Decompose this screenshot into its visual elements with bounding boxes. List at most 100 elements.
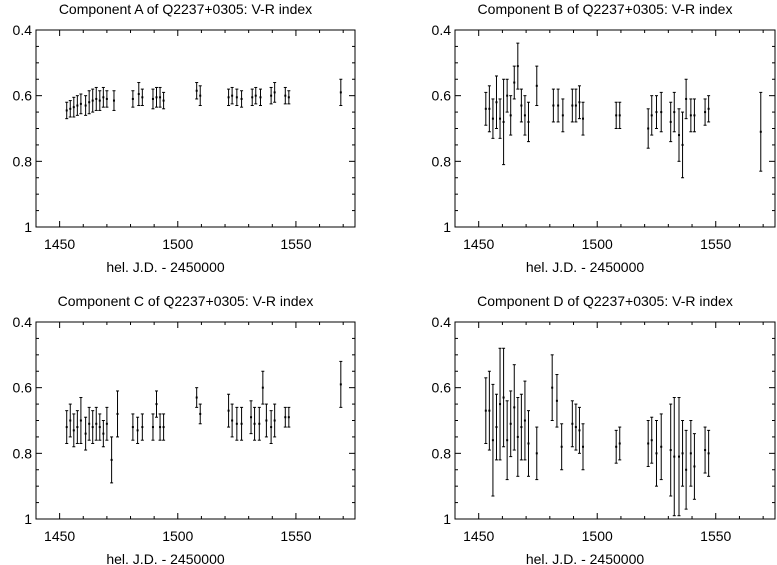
point-marker — [65, 426, 68, 429]
data-point — [672, 397, 676, 517]
point-marker — [250, 416, 253, 419]
point-marker — [759, 130, 762, 133]
point-marker — [91, 99, 94, 102]
point-marker — [231, 94, 234, 97]
x-axis-label: hel. J.D. - 2450000 — [526, 551, 645, 565]
data-point — [535, 426, 539, 481]
point-marker — [560, 445, 563, 448]
point-marker — [79, 102, 82, 105]
data-point — [105, 90, 109, 108]
point-marker — [102, 96, 105, 99]
data-point — [84, 95, 88, 116]
data-point — [689, 98, 693, 133]
point-marker — [258, 422, 261, 425]
data-point — [570, 400, 574, 448]
point-marker — [551, 386, 554, 389]
point-marker — [227, 96, 230, 99]
chart-panel: Component B of Q2237+0305: V-R index hel.… — [432, 1, 776, 275]
y-tick-label: 0.8 — [432, 153, 452, 169]
chart-panel: Component D of Q2237+0305: V-R index hel.… — [432, 293, 776, 565]
point-marker — [69, 107, 72, 110]
data-point — [759, 91, 763, 172]
data-point — [65, 410, 69, 444]
data-point — [556, 88, 560, 123]
data-point — [487, 85, 491, 133]
point-marker — [523, 419, 526, 422]
point-marker — [339, 91, 342, 94]
data-point — [116, 390, 120, 438]
data-point — [535, 65, 539, 107]
data-point — [654, 95, 658, 129]
point-marker — [704, 111, 707, 114]
point-marker — [516, 65, 519, 68]
point-marker — [650, 439, 653, 442]
point-marker — [495, 101, 498, 104]
data-point — [158, 413, 162, 441]
data-point — [273, 403, 277, 438]
data-point — [235, 406, 239, 441]
data-point — [87, 406, 91, 441]
data-point — [494, 75, 498, 129]
y-tick-label: 0.6 — [432, 380, 452, 396]
point-marker — [72, 429, 75, 432]
data-point — [681, 420, 685, 487]
point-marker — [254, 94, 257, 97]
data-point — [650, 95, 654, 136]
point-marker — [284, 94, 287, 97]
point-marker — [673, 455, 676, 458]
data-point — [162, 91, 166, 110]
point-marker — [155, 403, 158, 406]
data-point — [94, 86, 98, 111]
point-marker — [131, 426, 134, 429]
data-point — [491, 383, 495, 497]
point-marker — [79, 419, 82, 422]
data-point — [257, 406, 261, 441]
point-marker — [655, 111, 658, 114]
data-point — [581, 101, 585, 136]
point-marker — [520, 104, 523, 107]
point-marker — [270, 426, 273, 429]
point-marker — [235, 422, 238, 425]
point-marker — [689, 452, 692, 455]
data-point — [560, 423, 564, 471]
point-marker — [495, 426, 498, 429]
x-axis-label: hel. J.D. - 2450000 — [526, 259, 645, 275]
data-point — [614, 429, 618, 464]
data-point — [287, 90, 291, 105]
data-point — [689, 420, 693, 487]
point-marker — [574, 104, 577, 107]
point-marker — [253, 422, 256, 425]
y-tick-label: 0.4 — [432, 314, 452, 330]
point-marker — [284, 416, 287, 419]
point-marker — [561, 114, 564, 117]
data-point — [618, 426, 622, 461]
y-tick-label: 1 — [24, 511, 32, 527]
point-marker — [162, 426, 165, 429]
data-point — [550, 354, 554, 421]
data-point — [131, 413, 135, 441]
data-point — [79, 397, 83, 444]
x-tick-label: 1500 — [162, 236, 193, 252]
data-point — [512, 364, 516, 451]
point-marker — [131, 97, 134, 100]
point-marker — [571, 104, 574, 107]
data-point — [72, 96, 76, 118]
point-marker — [488, 107, 491, 110]
point-marker — [231, 419, 234, 422]
point-marker — [287, 416, 290, 419]
data-point — [75, 95, 79, 116]
plot-frame — [35, 29, 356, 228]
data-point — [65, 101, 69, 120]
data-point — [261, 370, 265, 405]
point-marker — [689, 114, 692, 117]
data-point — [505, 78, 509, 113]
point-marker — [141, 426, 144, 429]
data-point — [551, 88, 555, 123]
data-point — [523, 380, 527, 461]
point-marker — [506, 439, 509, 442]
y-tick-label: 0.8 — [432, 445, 452, 461]
point-marker — [615, 445, 618, 448]
point-marker — [240, 422, 243, 425]
x-axis-label: hel. J.D. - 2450000 — [106, 551, 225, 565]
point-marker — [199, 94, 202, 97]
